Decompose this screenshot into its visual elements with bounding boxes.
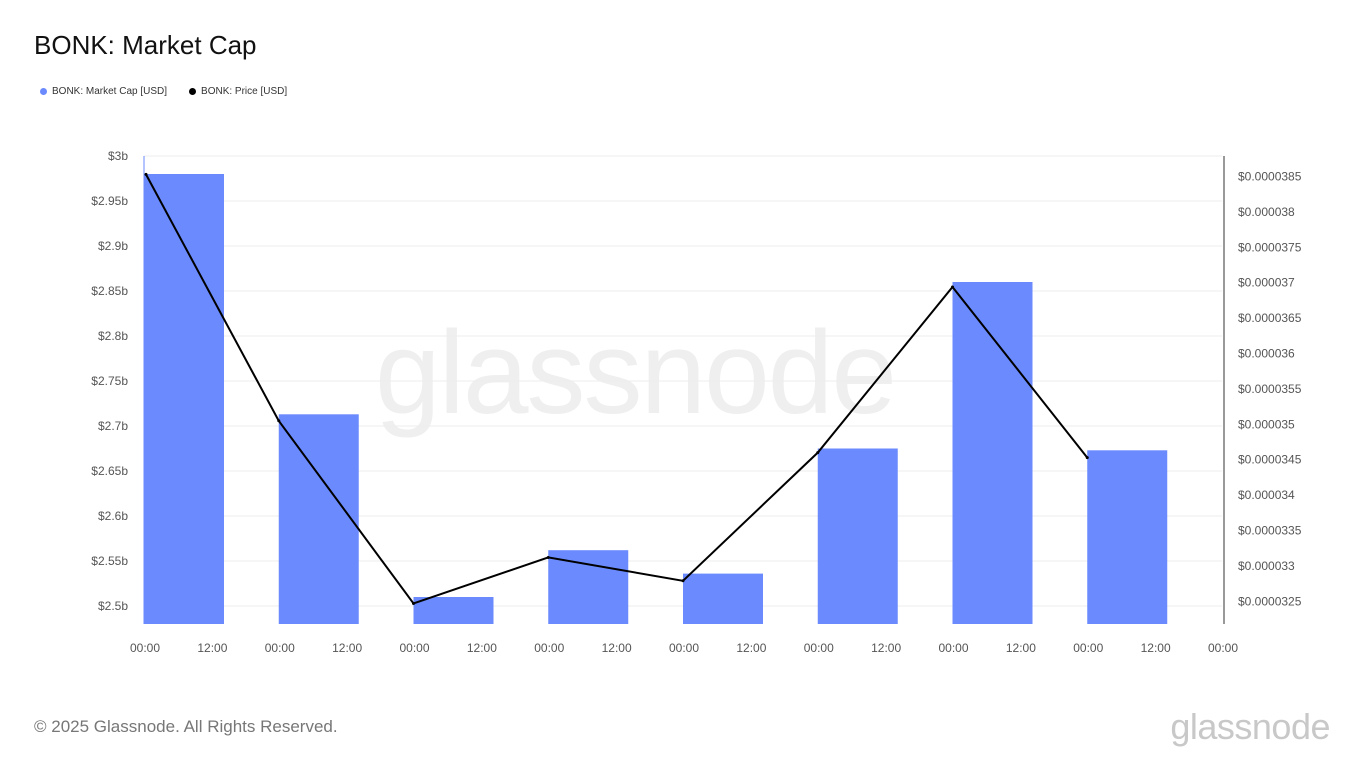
y-right-tick-label: $0.0000335 — [1238, 524, 1302, 538]
x-tick-label: 00:00 — [804, 641, 834, 655]
x-tick-label: 00:00 — [669, 641, 699, 655]
legend-item-market-cap[interactable]: BONK: Market Cap [USD] — [40, 86, 167, 97]
copyright-text: © 2025 Glassnode. All Rights Reserved. — [34, 717, 338, 736]
y-right-tick-label: $0.000035 — [1238, 417, 1295, 431]
y-left-tick-label: $2.8b — [98, 329, 128, 343]
legend-marker-price — [189, 88, 197, 95]
y-left-tick-label: $2.85b — [91, 284, 128, 298]
legend-label-price: BONK: Price [USD] — [201, 86, 288, 97]
x-tick-label: 12:00 — [332, 641, 362, 655]
price-point — [681, 579, 685, 583]
legend-item-price[interactable]: BONK: Price [USD] — [189, 86, 287, 97]
bar-market-cap — [1087, 450, 1168, 624]
x-tick-label: 12:00 — [602, 641, 632, 655]
bar-market-cap — [952, 282, 1033, 624]
price-point — [546, 555, 550, 559]
y-left-tick-label: $2.7b — [98, 419, 128, 433]
x-tick-label: 12:00 — [736, 641, 766, 655]
y-right-tick-label: $0.000038 — [1238, 205, 1295, 219]
price-point — [951, 285, 954, 289]
bar-market-cap — [278, 414, 359, 624]
x-tick-label: 00:00 — [130, 641, 160, 655]
x-tick-label: 12:00 — [871, 641, 901, 655]
y-right-tick-label: $0.000034 — [1238, 488, 1295, 502]
y-right-tick-label: $0.0000365 — [1238, 311, 1302, 325]
y-left-tick-label: $2.65b — [91, 464, 128, 478]
series-line-price — [145, 173, 1089, 605]
x-tick-label: 00:00 — [938, 641, 968, 655]
x-tick-label: 12:00 — [1006, 641, 1036, 655]
x-tick-label: 12:00 — [1141, 641, 1171, 655]
legend-marker-market-cap — [40, 88, 47, 95]
legend-label-market-cap: BONK: Market Cap [USD] — [52, 86, 168, 97]
legend: BONK: Market Cap [USD] BONK: Price [USD] — [40, 86, 287, 97]
y-right-tick-label: $0.0000325 — [1238, 594, 1302, 608]
price-point — [412, 601, 415, 605]
y-right-tick-label: $0.000036 — [1238, 347, 1295, 361]
y-left-tick-label: $2.5b — [98, 599, 128, 613]
y-left-tick-label: $3b — [108, 149, 128, 163]
chart-title: BONK: Market Cap — [34, 30, 257, 60]
x-tick-label: 12:00 — [467, 641, 497, 655]
glassnode-logo: glassnode — [1170, 706, 1330, 747]
y-right-tick-label: $0.000037 — [1238, 276, 1295, 290]
x-tick-label: 00:00 — [1073, 641, 1103, 655]
y-left-tick-label: $2.75b — [91, 374, 128, 388]
x-tick-label: 00:00 — [399, 641, 429, 655]
x-tick-label: 12:00 — [197, 641, 227, 655]
y-right-tick-label: $0.0000375 — [1238, 240, 1302, 254]
y-right-tick-label: $0.0000355 — [1238, 382, 1302, 396]
x-tick-label: 00:00 — [534, 641, 564, 655]
bar-market-cap — [413, 597, 494, 624]
x-tick-label: 00:00 — [265, 641, 295, 655]
price-point — [1085, 456, 1089, 460]
y-left-tick-label: $2.6b — [98, 509, 128, 523]
bar-market-cap — [144, 174, 224, 624]
price-point — [144, 172, 148, 176]
bar-market-cap — [548, 550, 629, 624]
y-left-tick-label: $2.55b — [91, 554, 128, 568]
y-right-tick-label: $0.0000385 — [1238, 170, 1302, 184]
price-point — [277, 419, 281, 423]
y-right-tick-label: $0.000033 — [1238, 559, 1295, 573]
y-right-tick-label: $0.0000345 — [1238, 453, 1302, 467]
x-tick-label: 00:00 — [1208, 641, 1238, 655]
price-point — [816, 451, 820, 455]
bar-market-cap — [817, 448, 898, 624]
bar-market-cap — [683, 573, 763, 624]
y-left-tick-label: $2.95b — [91, 194, 128, 208]
y-left-tick-label: $2.9b — [98, 239, 128, 253]
watermark: glassnode — [375, 307, 897, 439]
